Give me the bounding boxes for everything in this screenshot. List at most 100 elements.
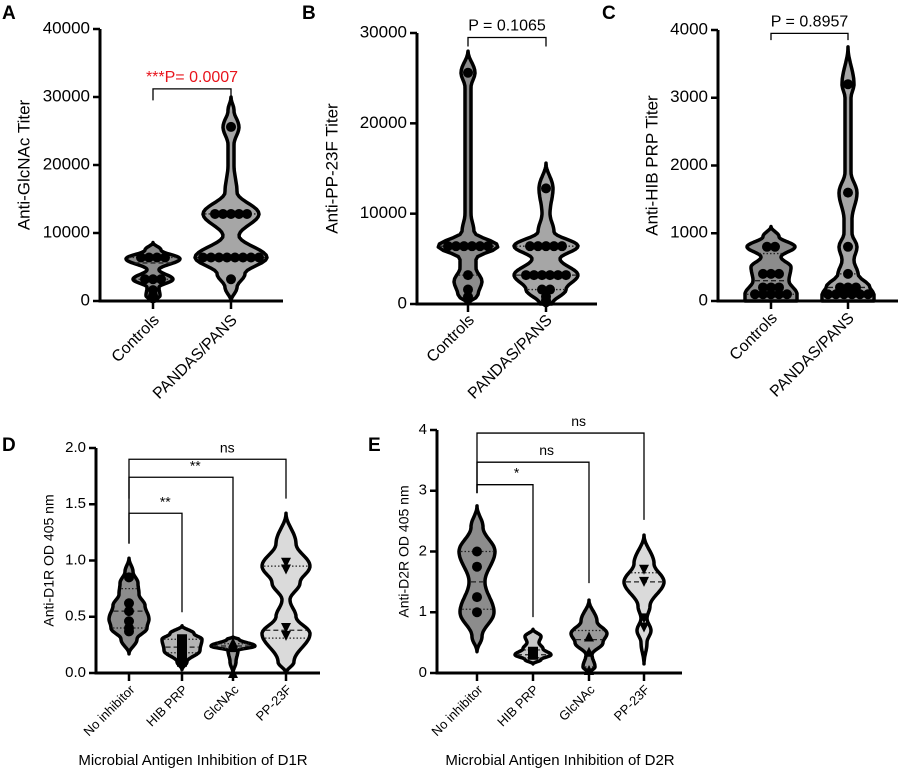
data-point: [234, 208, 244, 219]
y-tick-label: 0: [699, 290, 708, 309]
data-point: [281, 630, 291, 641]
data-point: [206, 252, 216, 263]
violin-body: [512, 161, 580, 306]
y-tick-label: 1: [419, 603, 427, 620]
significance-label: **: [160, 493, 171, 509]
violin-body: [743, 224, 799, 303]
panel-letter: C: [602, 3, 616, 24]
data-point: [472, 546, 482, 557]
data-point: [770, 241, 780, 252]
data-point: [451, 241, 461, 252]
data-point: [254, 252, 264, 263]
data-point: [483, 241, 493, 252]
significance-bracket: ns: [128, 439, 287, 499]
data-point: [639, 613, 649, 624]
x-axis-label: Microbial Antigen Inhibition of D1R: [78, 752, 307, 769]
data-point: [467, 241, 477, 252]
data-point: [561, 270, 571, 281]
violin-body: [436, 49, 500, 306]
data-point: [230, 252, 240, 263]
y-tick-label: 2000: [670, 155, 708, 174]
data-point: [839, 289, 849, 300]
y-tick-label: 0.5: [65, 608, 86, 625]
panel-b: B 0 10000 20000 30000 Anti-PP-23F Titer Contro…: [302, 3, 597, 403]
data-point: [766, 289, 776, 300]
data-point: [541, 183, 551, 194]
y-axis-label: Anti-PP-23F Titer: [322, 103, 341, 234]
violin-body: [260, 511, 312, 675]
y-tick-label: 30000: [43, 86, 90, 105]
data-point: [177, 656, 187, 667]
data-point: [226, 208, 236, 219]
y-tick-label: 0: [398, 293, 407, 312]
bracket-line: [476, 432, 645, 520]
data-point: [843, 268, 853, 279]
data-point: [766, 268, 776, 279]
x-axis-label: Microbial Antigen Inhibition of D2R: [445, 752, 674, 769]
bracket-line: [128, 476, 234, 642]
data-point: [443, 241, 453, 252]
bracket-line: [152, 88, 232, 101]
data-point: [528, 649, 538, 660]
data-point: [584, 646, 594, 657]
x-category-label: HIB PRP: [143, 682, 190, 729]
x-category-label: Controls: [109, 312, 163, 366]
data-point: [177, 647, 187, 658]
bracket-line: [770, 32, 849, 41]
violin-body: [457, 504, 497, 654]
violin-controls: [124, 240, 182, 304]
data-point: [750, 289, 760, 300]
data-point: [160, 252, 170, 263]
data-point: [281, 564, 291, 575]
significance-label: P = 0.8957: [771, 13, 849, 30]
data-point: [210, 208, 220, 219]
violin-pandas-pans: [512, 161, 580, 308]
y-axis-label: Anti-GlcNAc Titer: [14, 99, 33, 230]
violin-pp-23f: [260, 511, 312, 675]
bracket-line: [467, 36, 547, 47]
violin-hib-prp: [513, 627, 553, 666]
data-point: [863, 289, 873, 300]
significance-bracket: ns: [476, 413, 645, 520]
data-point: [758, 289, 768, 300]
violin-body: [820, 45, 876, 303]
x-category-label: No inhibitor: [80, 681, 138, 739]
y-tick-label: 30000: [360, 22, 407, 41]
data-point: [281, 557, 291, 568]
x-category-label: HIB PRP: [494, 682, 541, 729]
x-category-label: PP-23F: [253, 682, 295, 724]
violin-no-inhibitor: [107, 556, 151, 656]
y-tick-label: 1000: [670, 223, 708, 242]
panel-letter: A: [2, 3, 16, 24]
panel-letter: D: [2, 435, 16, 456]
data-point: [472, 592, 482, 603]
data-point: [214, 252, 224, 263]
y-tick-label: 0.0: [65, 664, 86, 681]
data-point: [545, 270, 555, 281]
violin-pandas-pans: [820, 45, 876, 303]
data-point: [774, 268, 784, 279]
data-point: [463, 291, 473, 302]
data-point: [553, 270, 563, 281]
data-point: [855, 289, 865, 300]
data-point: [639, 564, 649, 575]
data-point: [475, 241, 485, 252]
y-axis-label: Anti-D2R OD 405 nm: [396, 485, 412, 617]
data-point: [459, 241, 469, 252]
y-tick-label: 0: [81, 290, 90, 309]
significance-label: ns: [571, 413, 586, 429]
violin-glcnac: [569, 598, 609, 675]
data-point: [238, 252, 248, 263]
data-point: [463, 67, 473, 78]
data-point: [525, 241, 535, 252]
data-point: [177, 634, 187, 645]
significance-label: ns: [220, 439, 235, 455]
panel-e: E 0 1 2 3 4 Anti-D2R OD 405 nm No inhibitor HIB …: [368, 413, 682, 769]
data-point: [521, 270, 531, 281]
panel-c: C 0 1000 2000 3000 4000 Anti-HIB PRP Titer Cont…: [602, 3, 898, 401]
violin-pandas-pans: [193, 95, 269, 303]
y-tick-label: 10000: [360, 203, 407, 222]
data-point: [843, 187, 853, 198]
violin-no-inhibitor: [457, 504, 497, 654]
data-point: [222, 252, 232, 263]
